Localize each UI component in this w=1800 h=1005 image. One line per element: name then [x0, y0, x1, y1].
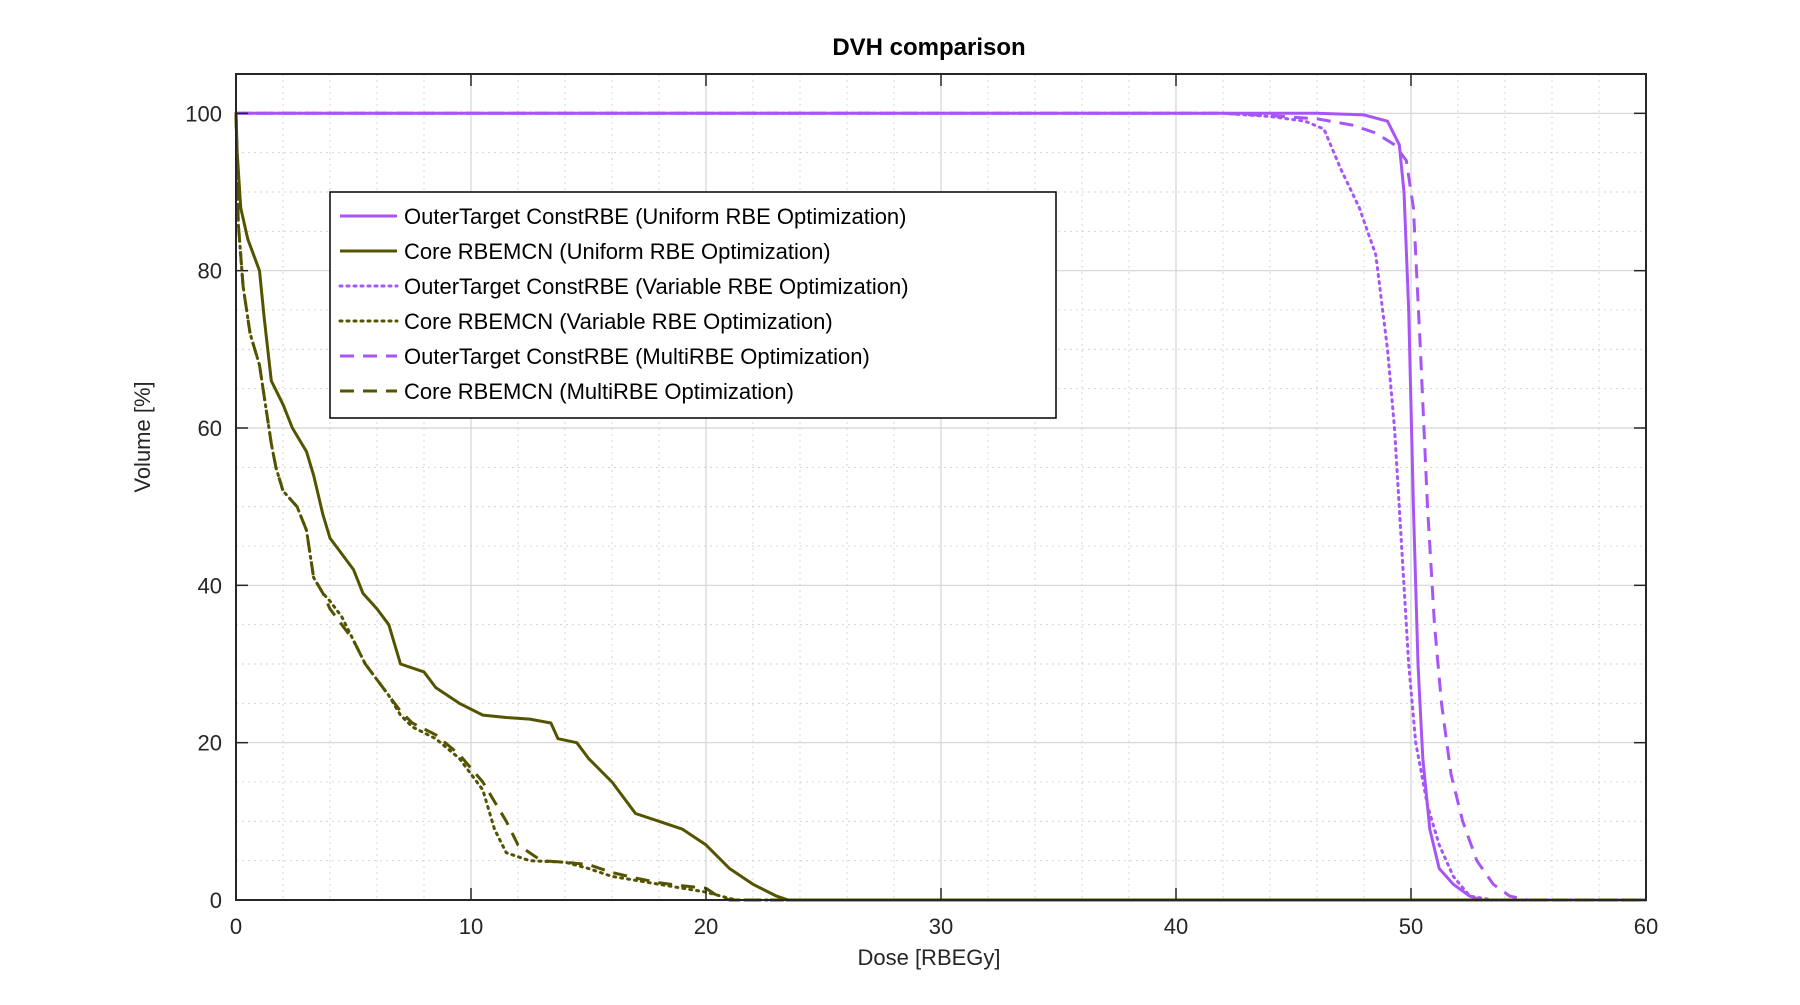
x-tick-label: 40: [1164, 914, 1188, 939]
y-tick-label: 0: [210, 888, 222, 913]
legend-entry-5: OuterTarget ConstRBE (MultiRBE Optimizat…: [404, 344, 870, 369]
x-tick-label: 50: [1399, 914, 1423, 939]
legend-entry-4: Core RBEMCN (Variable RBE Optimization): [404, 309, 833, 334]
y-tick-label: 100: [185, 101, 222, 126]
series-line-6: [234, 113, 1646, 902]
series-lines: [234, 111, 1648, 902]
legend: OuterTarget ConstRBE (Uniform RBE Optimi…: [329, 191, 1057, 419]
legend-entry-2: Core RBEMCN (Uniform RBE Optimization): [404, 239, 831, 264]
x-tick-label: 20: [694, 914, 718, 939]
axis-ticks: 0 10 20 30 40 50 60 0 20 40 60 80 100: [185, 74, 1658, 939]
legend-entry-1: OuterTarget ConstRBE (Uniform RBE Optimi…: [404, 204, 907, 229]
series-line-2: [234, 113, 1646, 902]
x-axis-label: Dose [RBEGy]: [857, 945, 1000, 970]
y-tick-label: 60: [198, 416, 222, 441]
legend-entry-3: OuterTarget ConstRBE (Variable RBE Optim…: [404, 274, 909, 299]
x-tick-label: 30: [929, 914, 953, 939]
legend-box: [329, 191, 1057, 419]
series-line-1: [236, 111, 1646, 902]
x-tick-label: 0: [230, 914, 242, 939]
legend-entry-6: Core RBEMCN (MultiRBE Optimization): [404, 379, 794, 404]
y-tick-label: 20: [198, 731, 222, 756]
series-line-3: [234, 111, 1648, 902]
series-line-5: [236, 111, 1646, 902]
y-tick-label: 40: [198, 573, 222, 598]
y-tick-label: 80: [198, 259, 222, 284]
y-axis-label: Volume [%]: [130, 381, 155, 492]
chart-title: DVH comparison: [832, 34, 1025, 61]
x-tick-label: 60: [1634, 914, 1658, 939]
x-tick-label: 10: [459, 914, 483, 939]
